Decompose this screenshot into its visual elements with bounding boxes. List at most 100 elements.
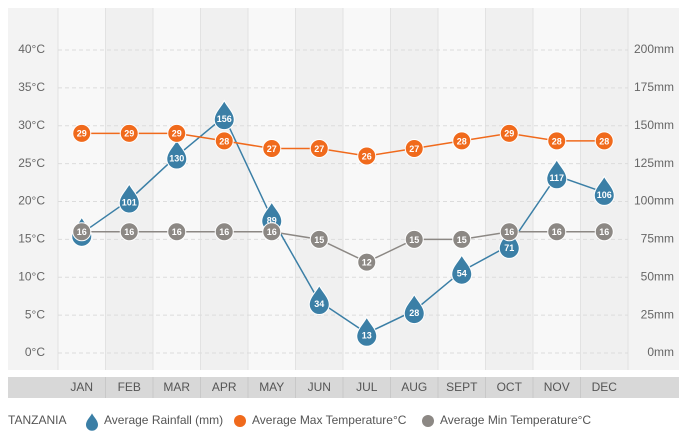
data-label: 54 xyxy=(457,269,467,279)
rainfall-marker xyxy=(118,182,140,214)
data-label: 29 xyxy=(77,129,87,139)
x-tick-label: OCT xyxy=(497,380,523,394)
data-label: 130 xyxy=(169,153,184,163)
data-label: 27 xyxy=(314,144,324,154)
temperature-marker xyxy=(309,229,329,249)
data-label: 156 xyxy=(217,114,232,124)
data-label: 16 xyxy=(124,227,134,237)
temperature-marker xyxy=(167,123,187,143)
y2-tick-label: 175mm xyxy=(634,80,674,94)
y-tick-label: 15°C xyxy=(18,232,45,246)
temperature-marker xyxy=(404,138,424,158)
legend-marker xyxy=(86,413,98,431)
temperature-marker xyxy=(357,252,377,272)
data-label: 15 xyxy=(314,235,324,245)
temperature-marker xyxy=(214,131,234,151)
data-label: 28 xyxy=(599,136,609,146)
temperature-marker xyxy=(214,222,234,242)
rainfall-marker xyxy=(498,228,520,259)
temperature-marker xyxy=(357,146,377,166)
temperature-marker xyxy=(262,222,282,242)
y-tick-label: 25°C xyxy=(18,156,45,170)
data-label: 29 xyxy=(504,129,514,139)
y2-tick-label: 50mm xyxy=(641,269,674,283)
data-label: 28 xyxy=(409,308,419,318)
legend-marker xyxy=(422,415,434,427)
y-tick-label: 30°C xyxy=(18,118,45,132)
column-band xyxy=(485,8,533,370)
x-tick-label: JUN xyxy=(308,380,331,394)
data-label: 16 xyxy=(172,227,182,237)
legend-label: Average Rainfall (mm) xyxy=(104,413,223,427)
data-label: 26 xyxy=(362,151,372,161)
temperature-marker xyxy=(119,123,139,143)
temperature-marker xyxy=(72,123,92,143)
column-band xyxy=(153,8,201,370)
data-label: 27 xyxy=(409,144,419,154)
y-tick-label: 5°C xyxy=(25,307,45,321)
column-band xyxy=(343,8,391,370)
rainfall-marker xyxy=(451,254,473,285)
temperature-marker xyxy=(452,131,472,151)
column-band xyxy=(248,8,296,370)
rainfall-marker xyxy=(356,316,378,347)
data-label: 16 xyxy=(599,227,609,237)
rainfall-marker xyxy=(308,284,330,315)
x-tick-label: JUL xyxy=(356,380,378,394)
temperature-marker xyxy=(119,222,139,242)
y-tick-label: 0°C xyxy=(25,345,45,359)
data-label: 15 xyxy=(409,235,419,245)
rainfall-marker xyxy=(166,138,188,170)
rainfall-marker xyxy=(403,293,425,325)
x-tick-label: MAY xyxy=(259,380,284,394)
temperature-marker xyxy=(309,138,329,158)
rainfall-marker xyxy=(546,158,568,190)
chart-title: TANZANIA xyxy=(8,413,66,427)
data-label: 12 xyxy=(362,257,372,267)
data-label: 16 xyxy=(267,227,277,237)
temperature-marker xyxy=(499,123,519,143)
data-label: 29 xyxy=(124,129,134,139)
temperature-marker xyxy=(167,222,187,242)
y2-tick-label: 75mm xyxy=(641,232,674,246)
y2-tick-label: 150mm xyxy=(634,118,674,132)
temperature-marker xyxy=(262,138,282,158)
y-tick-label: 20°C xyxy=(18,194,45,208)
data-label: 29 xyxy=(172,129,182,139)
y2-tick-label: 200mm xyxy=(634,42,674,56)
temperature-marker xyxy=(547,131,567,151)
data-label: 28 xyxy=(457,136,467,146)
y-tick-label: 40°C xyxy=(18,42,45,56)
data-label: 16 xyxy=(219,227,229,237)
temperature-marker xyxy=(72,222,92,242)
legend-label: Average Max Temperature°C xyxy=(252,413,407,427)
temperature-marker xyxy=(547,222,567,242)
rainfall-marker xyxy=(213,99,235,131)
data-label: 117 xyxy=(549,173,564,183)
column-band xyxy=(58,8,106,370)
legend-label: Average Min Temperature°C xyxy=(440,413,591,427)
y-tick-label: 10°C xyxy=(18,269,45,283)
data-label: 28 xyxy=(552,136,562,146)
x-tick-label: DEC xyxy=(592,380,618,394)
legend-marker xyxy=(234,415,246,427)
x-tick-label: SEPT xyxy=(446,380,478,394)
x-tick-label: FEB xyxy=(118,380,141,394)
y2-tick-label: 25mm xyxy=(641,307,674,321)
data-label: 34 xyxy=(314,299,324,309)
data-label: 16 xyxy=(552,227,562,237)
data-label: 89 xyxy=(267,216,277,226)
y-tick-label: 35°C xyxy=(18,80,45,94)
data-label: 27 xyxy=(267,144,277,154)
x-tick-label: MAR xyxy=(163,380,190,394)
data-label: 16 xyxy=(77,227,87,237)
column-band xyxy=(200,8,248,370)
column-band xyxy=(295,8,343,370)
rainfall-marker xyxy=(593,175,615,206)
data-label: 16 xyxy=(504,227,514,237)
x-tick-label: JAN xyxy=(70,380,93,394)
y2-tick-label: 125mm xyxy=(634,156,674,170)
data-label: 13 xyxy=(362,331,372,341)
data-label: 28 xyxy=(219,136,229,146)
